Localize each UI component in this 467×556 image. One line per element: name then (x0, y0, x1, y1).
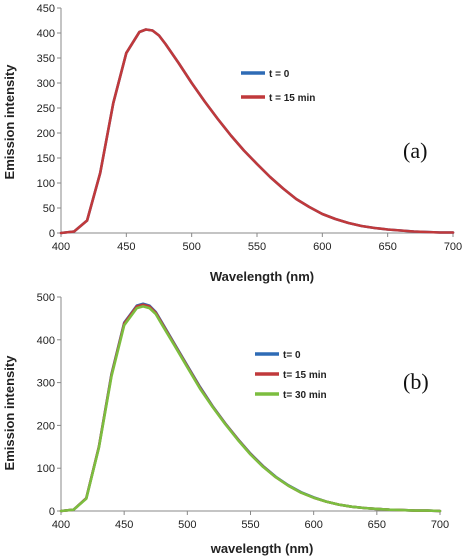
chart-b-ylabel: Emission intensity (2, 355, 17, 471)
chart-b-x-tick-label: 700 (431, 519, 449, 531)
chart-b: 0 100 200 300 400 500 400 450 500 550 600 650 700 t= … (2, 292, 449, 556)
chart-a-panel-label: (a) (403, 138, 427, 163)
chart-a-y-tick-label: 400 (37, 28, 55, 40)
chart-b-y-tick-label: 400 (37, 335, 55, 347)
chart-a-y-tick-label: 250 (37, 103, 55, 115)
chart-b-y-tick-label: 0 (49, 506, 55, 518)
chart-a-x-tick-label: 700 (444, 241, 462, 253)
chart-b-legend-label-0: t= 0 (283, 350, 301, 361)
chart-a-x-tick-label: 650 (378, 241, 396, 253)
chart-b-x-tick-label: 400 (52, 519, 70, 531)
chart-a-y-tick-label: 50 (43, 203, 55, 215)
chart-a-legend-label-1: t = 15 min (269, 93, 315, 104)
chart-b-series-line-0 (59, 302, 442, 513)
chart-a-plot: 0 50 100 150 200 250 300 350 400 450 400 450 500 550 6… (37, 3, 463, 253)
chart-a-ylabel: Emission intensity (2, 64, 17, 180)
chart-a-y-tick-label: 350 (37, 53, 55, 65)
chart-b-y-tick-label: 200 (37, 420, 55, 432)
chart-b-series-line-2 (59, 305, 442, 513)
chart-b-legend-label-2: t= 30 min (283, 390, 327, 401)
chart-a-x-tick-label: 500 (182, 241, 200, 253)
chart-b-series-line-1 (59, 303, 442, 513)
chart-b-x-tick-label: 600 (304, 519, 322, 531)
chart-a-y-tick-label: 100 (37, 178, 55, 190)
chart-a-series-line-1 (59, 28, 455, 235)
chart-b-y-tick-label: 500 (37, 292, 55, 304)
chart-a-xlabel: Wavelength (nm) (210, 269, 314, 284)
chart-a-y-tick-label: 450 (37, 3, 55, 15)
chart-a-y-tick-label: 300 (37, 78, 55, 90)
chart-a-x-tick-label: 550 (248, 241, 266, 253)
chart-b-xlabel: wavelength (nm) (210, 541, 314, 556)
chart-a-x-tick-label: 450 (117, 241, 135, 253)
chart-b-legend-label-1: t= 15 min (283, 370, 327, 381)
chart-a-legend-label-0: t = 0 (269, 69, 290, 80)
chart-b-y-tick-label: 300 (37, 378, 55, 390)
chart-a: 0 50 100 150 200 250 300 350 400 450 400 450 500 550 6… (2, 3, 462, 284)
chart-a-y-tick-label: 150 (37, 153, 55, 165)
chart-a-x-tick-label: 600 (313, 241, 331, 253)
chart-b-x-tick-label: 550 (241, 519, 259, 531)
chart-a-x-tick-label: 400 (52, 241, 70, 253)
chart-b-x-tick-label: 450 (115, 519, 133, 531)
chart-b-plot: 0 100 200 300 400 500 400 450 500 550 600 650 700 t= … (37, 292, 450, 531)
chart-a-series-line-0 (59, 28, 455, 235)
chart-b-x-tick-label: 650 (368, 519, 386, 531)
chart-b-y-tick-label: 100 (37, 463, 55, 475)
chart-b-x-tick-label: 500 (178, 519, 196, 531)
chart-a-y-tick-label: 200 (37, 128, 55, 140)
chart-b-panel-label: (b) (403, 369, 429, 394)
chart-a-y-tick-label: 0 (49, 228, 55, 240)
